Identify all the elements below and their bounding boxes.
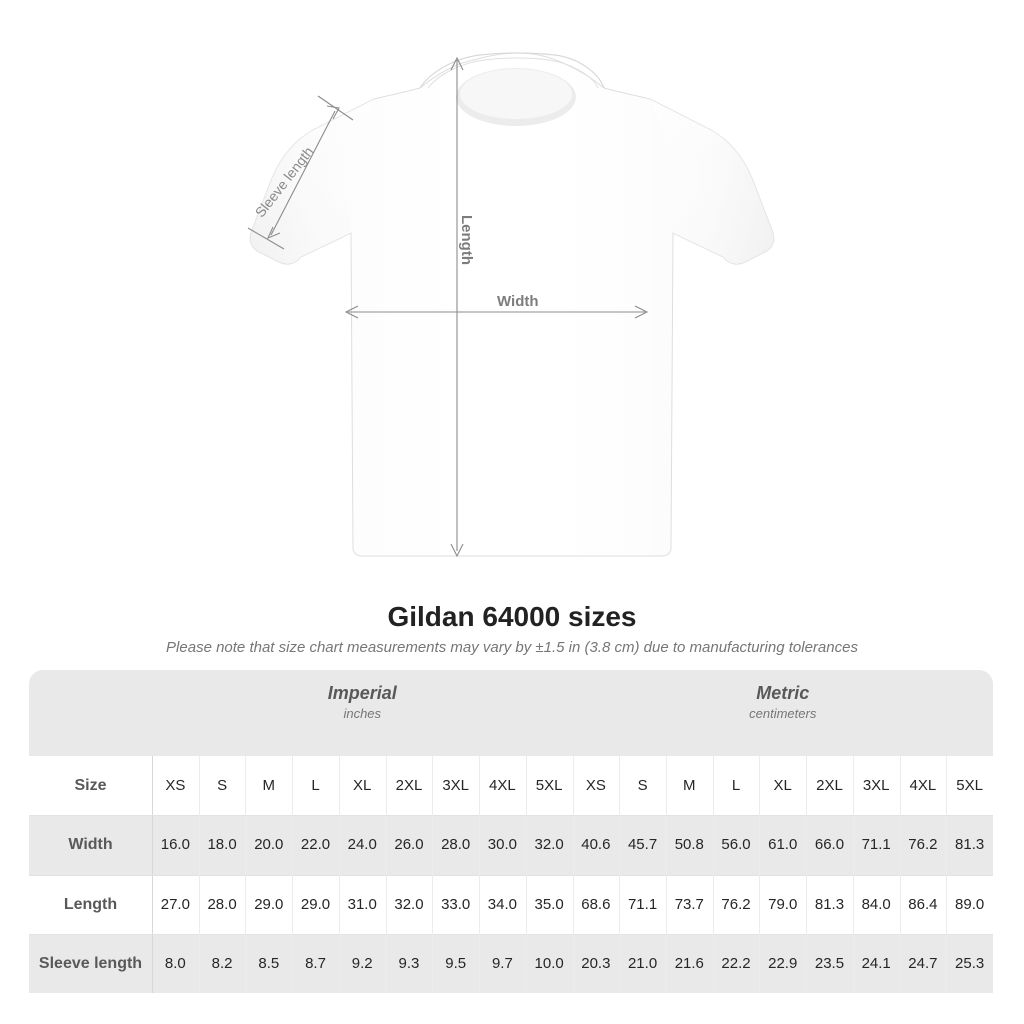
svg-text:Width: Width xyxy=(497,293,539,310)
svg-text:Length: Length xyxy=(458,215,475,265)
